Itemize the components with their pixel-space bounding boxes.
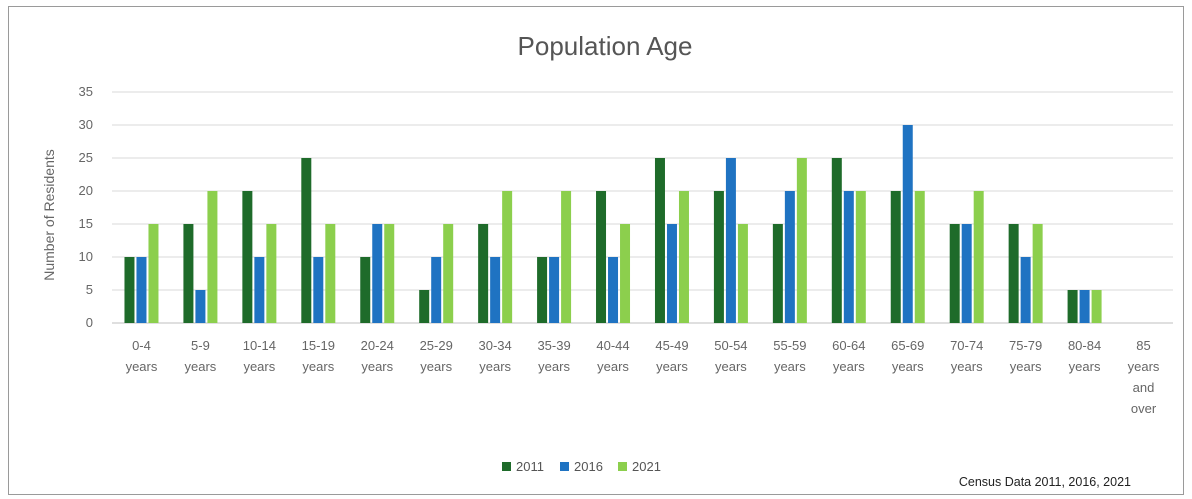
legend-label-2021: 2021 bbox=[632, 459, 661, 474]
x-tick-label: 70-74 years bbox=[950, 338, 983, 374]
bar-2016-3 bbox=[313, 257, 324, 323]
bar-2011-3 bbox=[301, 158, 312, 323]
x-tick-label: 25-29 years bbox=[420, 338, 453, 374]
legend-label-2016: 2016 bbox=[574, 459, 603, 474]
x-tick-label: 10-14 years bbox=[243, 338, 276, 374]
legend-swatch-2011 bbox=[502, 462, 511, 471]
bar-2016-1 bbox=[195, 290, 206, 323]
x-tick-label: 30-34 years bbox=[479, 338, 512, 374]
x-tick-label: 85 years and over bbox=[1128, 338, 1160, 416]
legend-swatch-2021 bbox=[618, 462, 627, 471]
bar-2021-9 bbox=[678, 191, 689, 323]
bar-2016-9 bbox=[666, 224, 677, 323]
x-tick-label: 0-4 years bbox=[126, 338, 158, 374]
bar-2021-2 bbox=[266, 224, 277, 323]
x-tick-label: 60-64 years bbox=[832, 338, 865, 374]
gridlines bbox=[112, 91, 1173, 324]
legend: 2011 2016 2021 bbox=[502, 459, 661, 474]
x-tick-label: 45-49 years bbox=[655, 338, 688, 374]
x-tick-label: 50-54 years bbox=[714, 338, 747, 374]
bar-2011-12 bbox=[831, 158, 842, 323]
bar-2011-5 bbox=[419, 290, 430, 323]
bar-2011-9 bbox=[654, 158, 665, 323]
bar-2011-11 bbox=[772, 224, 783, 323]
bar-2011-13 bbox=[890, 191, 901, 323]
chart-frame: Population Age Number of Residents 0 5 10 1… bbox=[8, 6, 1184, 495]
bar-2016-16 bbox=[1079, 290, 1090, 323]
bar-2016-12 bbox=[843, 191, 854, 323]
x-tick-label: 40-44 years bbox=[596, 338, 629, 374]
bar-2011-2 bbox=[242, 191, 253, 323]
bar-2016-7 bbox=[549, 257, 560, 323]
bar-2016-8 bbox=[608, 257, 619, 323]
bar-2011-6 bbox=[478, 224, 489, 323]
x-tick-label: 65-69 years bbox=[891, 338, 924, 374]
bar-2021-3 bbox=[325, 224, 336, 323]
bar-2021-16 bbox=[1091, 290, 1102, 323]
x-tick-label: 75-79 years bbox=[1009, 338, 1042, 374]
bar-2016-5 bbox=[431, 257, 442, 323]
bar-2011-16 bbox=[1067, 290, 1078, 323]
bar-2011-1 bbox=[183, 224, 194, 323]
bar-2021-0 bbox=[148, 224, 159, 323]
bar-2021-1 bbox=[207, 191, 218, 323]
x-tick-label: 35-39 years bbox=[537, 338, 570, 374]
bar-2016-11 bbox=[784, 191, 795, 323]
bar-2011-8 bbox=[596, 191, 607, 323]
x-axis-ticks: 0-4 years 5-9 years 10-14 years 15-19 years 20-2… bbox=[126, 338, 1160, 416]
bar-2011-10 bbox=[713, 191, 724, 323]
bar-2011-15 bbox=[1008, 224, 1019, 323]
y-tick-label: 5 bbox=[86, 282, 93, 297]
bar-2016-10 bbox=[725, 158, 736, 323]
bar-2011-14 bbox=[949, 224, 960, 323]
legend-label-2011: 2011 bbox=[516, 459, 544, 474]
bars bbox=[124, 125, 1102, 323]
bar-2021-4 bbox=[384, 224, 395, 323]
x-tick-label: 55-59 years bbox=[773, 338, 806, 374]
bar-2021-5 bbox=[443, 224, 454, 323]
y-tick-label: 30 bbox=[79, 117, 93, 132]
bar-2016-15 bbox=[1020, 257, 1031, 323]
y-tick-label: 20 bbox=[79, 183, 93, 198]
y-tick-label: 25 bbox=[79, 150, 93, 165]
x-tick-label: 5-9 years bbox=[185, 338, 217, 374]
bar-2021-14 bbox=[973, 191, 984, 323]
chart-title: Population Age bbox=[518, 31, 693, 61]
y-tick-label: 35 bbox=[79, 84, 93, 99]
legend-swatch-2016 bbox=[560, 462, 569, 471]
bar-2021-13 bbox=[914, 191, 925, 323]
population-age-chart: Population Age Number of Residents 0 5 10 1… bbox=[41, 31, 1173, 489]
bar-2016-6 bbox=[490, 257, 501, 323]
bar-2016-14 bbox=[961, 224, 972, 323]
bar-2021-7 bbox=[561, 191, 572, 323]
bar-2016-0 bbox=[136, 257, 147, 323]
y-tick-label: 15 bbox=[79, 216, 93, 231]
bar-2021-10 bbox=[737, 224, 748, 323]
x-tick-label: 20-24 years bbox=[361, 338, 394, 374]
bar-2021-12 bbox=[855, 191, 866, 323]
bar-2016-13 bbox=[902, 125, 913, 323]
y-axis-label: Number of Residents bbox=[41, 149, 57, 281]
source-note: Census Data 2011, 2016, 2021 bbox=[959, 475, 1131, 489]
y-axis-ticks: 0 5 10 15 20 25 30 35 bbox=[79, 84, 93, 330]
bar-2016-2 bbox=[254, 257, 265, 323]
bar-2021-11 bbox=[796, 158, 807, 323]
bar-2021-8 bbox=[620, 224, 631, 323]
bar-2011-0 bbox=[124, 257, 135, 323]
y-tick-label: 10 bbox=[79, 249, 93, 264]
bar-2011-7 bbox=[537, 257, 548, 323]
bar-2011-4 bbox=[360, 257, 371, 323]
x-tick-label: 15-19 years bbox=[302, 338, 335, 374]
y-tick-label: 0 bbox=[86, 315, 93, 330]
x-tick-label: 80-84 years bbox=[1068, 338, 1101, 374]
bar-2021-6 bbox=[502, 191, 513, 323]
bar-2016-4 bbox=[372, 224, 383, 323]
bar-2021-15 bbox=[1032, 224, 1043, 323]
